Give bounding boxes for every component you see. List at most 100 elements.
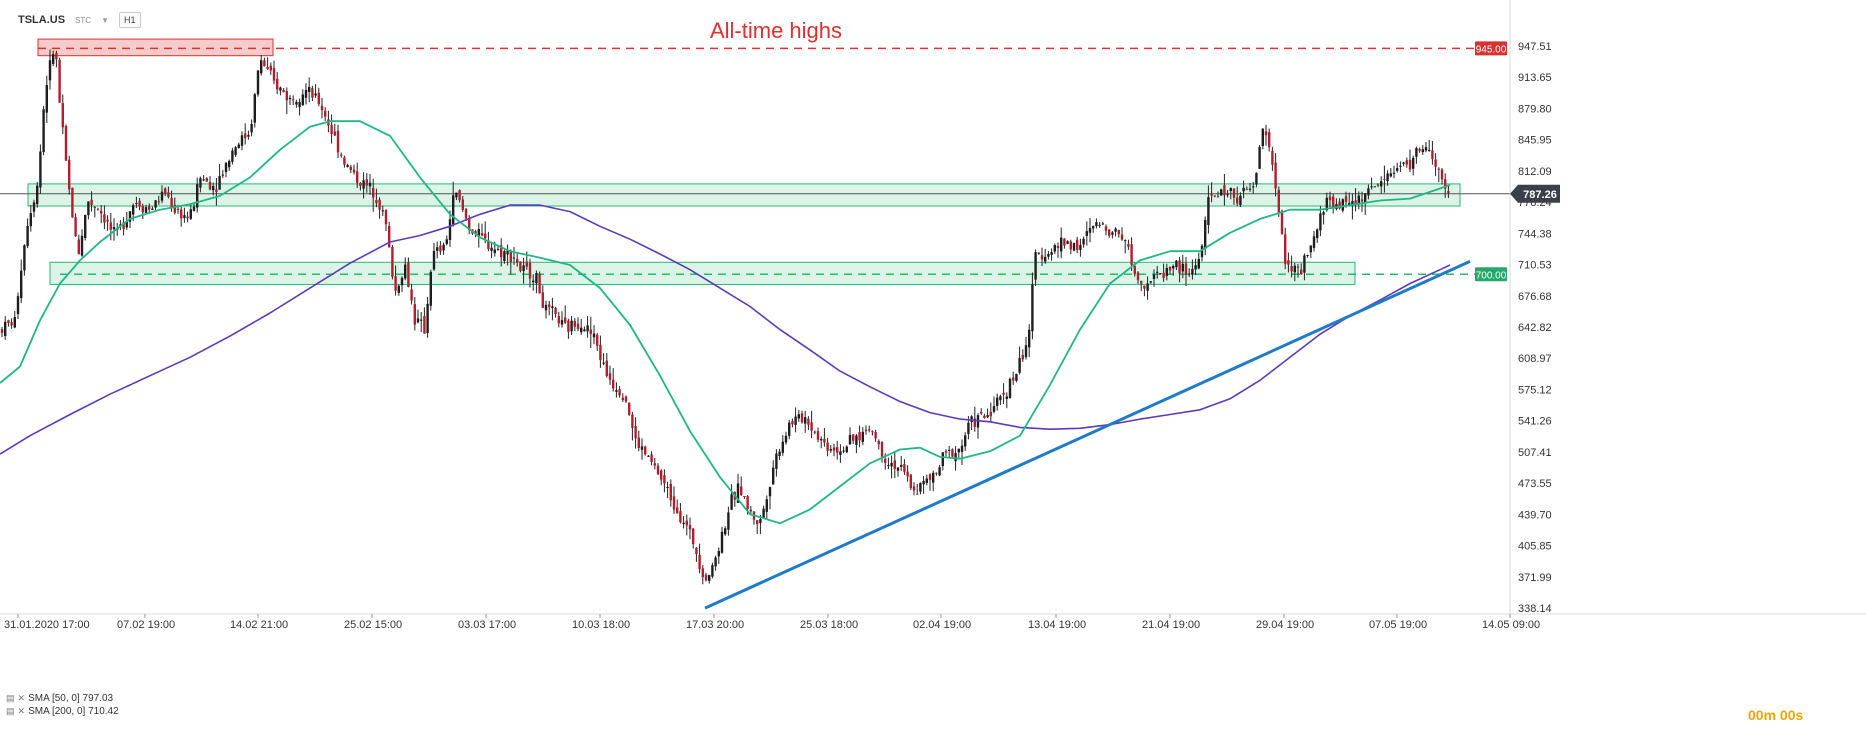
sma50-line[interactable] — [0, 120, 1451, 525]
candle-body — [368, 182, 372, 187]
candle-body — [1194, 265, 1197, 270]
candle — [1277, 186, 1280, 217]
candle — [928, 473, 932, 491]
candle — [1149, 281, 1152, 284]
candle-body — [1114, 228, 1117, 232]
candle — [506, 244, 509, 266]
candle — [647, 454, 650, 458]
candle-body — [1034, 252, 1037, 280]
symbol-label[interactable]: TSLA.US — [18, 14, 66, 26]
candle-body — [231, 150, 234, 162]
candle-body — [170, 197, 173, 207]
candle — [263, 57, 266, 67]
candle-body — [1344, 196, 1348, 203]
candle-body — [701, 568, 704, 578]
candle — [1440, 168, 1444, 185]
candle-body — [522, 265, 525, 272]
candle-body — [794, 416, 797, 425]
candle-body — [1117, 229, 1120, 235]
candle-body — [983, 415, 986, 419]
sma200-line[interactable] — [0, 204, 1451, 455]
candle-body — [1383, 178, 1386, 180]
close-icon[interactable]: ✕ — [17, 706, 26, 716]
candle-body — [948, 449, 951, 451]
y-tick-label: 812.09 — [1518, 166, 1552, 178]
candle-body — [1197, 258, 1200, 269]
chevron-down-icon[interactable]: ▼ — [101, 15, 109, 25]
candle-body — [1111, 232, 1114, 235]
candle — [285, 87, 288, 115]
candle — [663, 469, 666, 493]
candle — [948, 445, 951, 458]
candle — [362, 172, 365, 199]
close-icon[interactable]: ✕ — [17, 693, 26, 703]
candle — [500, 238, 503, 267]
candle-body — [423, 315, 426, 334]
candle-body — [100, 210, 103, 214]
trendline[interactable] — [704, 260, 1471, 610]
candle — [288, 95, 292, 105]
candle — [628, 402, 631, 416]
candle — [80, 229, 84, 257]
candle-body — [295, 101, 298, 105]
candle-body — [250, 124, 253, 133]
candle-body — [791, 421, 794, 425]
candle-body — [525, 261, 528, 267]
candle-body — [608, 373, 612, 380]
candle-body — [624, 396, 628, 402]
candle — [871, 430, 874, 436]
candle — [301, 89, 304, 106]
candle — [138, 197, 141, 211]
candle-body — [1444, 179, 1447, 189]
candle — [791, 418, 794, 428]
candle — [224, 161, 228, 178]
legend-item-sma50[interactable]: ▤ ✕ SMA [50, 0] 797.03 — [6, 692, 119, 705]
candle-body — [234, 147, 237, 155]
candle-body — [714, 557, 717, 567]
candle-body — [196, 184, 199, 208]
settings-icon[interactable]: ▤ — [6, 693, 15, 703]
candle — [324, 107, 327, 122]
candle-body — [1216, 196, 1220, 198]
candle-body — [912, 486, 916, 491]
settings-icon[interactable]: ▤ — [6, 706, 15, 716]
candle-body — [1188, 273, 1191, 275]
support-zone-0[interactable] — [27, 183, 1461, 207]
candle-body — [1184, 263, 1188, 275]
candle-body — [1060, 237, 1063, 252]
candle — [551, 297, 554, 321]
candle-body — [580, 327, 583, 333]
candle-body — [1392, 172, 1396, 174]
candle — [644, 445, 647, 456]
candle-body — [1066, 241, 1069, 244]
candle-body — [874, 431, 877, 439]
candle-body — [1274, 162, 1277, 189]
candle-body — [1005, 396, 1008, 399]
candle-body — [967, 422, 970, 434]
candle — [458, 189, 461, 203]
candle-body — [900, 465, 903, 467]
legend-item-sma200[interactable]: ▤ ✕ SMA [200, 0] 710.42 — [6, 705, 119, 718]
x-tick-label: 13.04 19:00 — [1028, 619, 1086, 631]
candle-body — [397, 285, 400, 293]
candle — [1140, 280, 1143, 292]
candle-body — [980, 411, 983, 414]
candle — [874, 429, 877, 442]
candle-body — [365, 179, 368, 186]
candle-body — [429, 271, 432, 306]
candle — [634, 417, 637, 449]
candle-body — [746, 496, 749, 510]
candle — [52, 50, 55, 67]
candle — [692, 527, 695, 549]
timeframe-selector[interactable]: H1 — [118, 12, 141, 28]
candle — [535, 270, 538, 294]
candle-body — [749, 509, 752, 512]
candle-body — [1293, 265, 1296, 273]
candle — [554, 306, 557, 318]
support-zone-1[interactable] — [49, 261, 1356, 285]
candle-body — [1322, 212, 1325, 215]
candle — [154, 200, 157, 211]
resistance-zone[interactable] — [37, 38, 274, 57]
candle — [650, 451, 653, 466]
